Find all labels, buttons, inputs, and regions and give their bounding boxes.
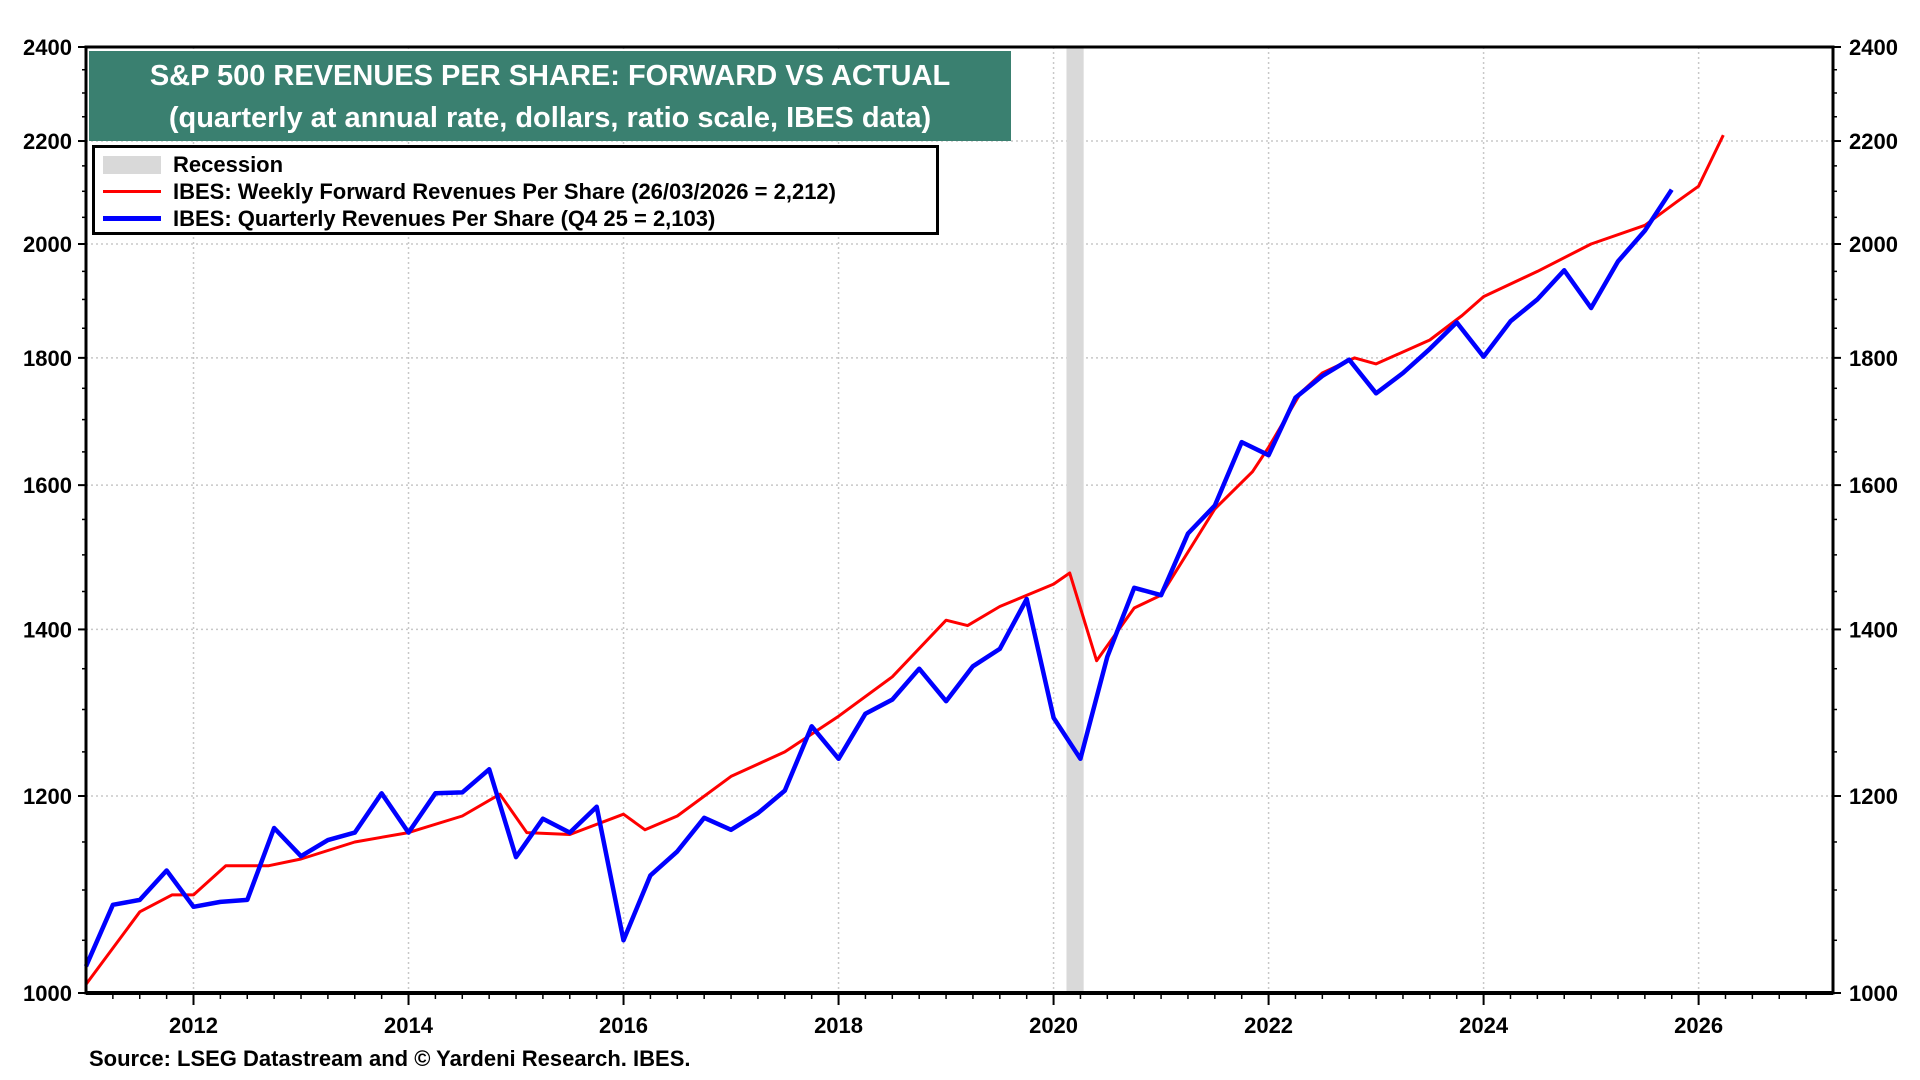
forward-revenue-line (84, 134, 1725, 986)
y-tick-label-left: 2400 (23, 35, 72, 60)
y-tick-label-right: 2000 (1849, 232, 1898, 257)
legend-label: Recession (173, 151, 284, 177)
x-tick-label: 2024 (1459, 1013, 1509, 1038)
legend-label: IBES: Quarterly Revenues Per Share (Q4 2… (173, 205, 716, 231)
x-tick-label: 2020 (1029, 1013, 1078, 1038)
chart-title-box: S&P 500 REVENUES PER SHARE: FORWARD VS A… (89, 51, 1011, 141)
y-tick-label-left: 2000 (23, 232, 72, 257)
legend-swatch-forward (103, 190, 161, 193)
x-tick-label: 2022 (1244, 1013, 1293, 1038)
y-tick-label-right: 1800 (1849, 346, 1898, 371)
source-note: Source: LSEG Datastream and © Yardeni Re… (89, 1046, 691, 1071)
y-tick-label-left: 1000 (23, 981, 72, 1006)
x-tick-label: 2014 (384, 1013, 434, 1038)
grid (86, 47, 1833, 993)
legend-swatch-recession (103, 155, 161, 174)
y-tick-label-right: 2200 (1849, 129, 1898, 154)
series-lines (83, 134, 1725, 986)
recession-band (1066, 47, 1084, 993)
y-tick-label-left: 1400 (23, 617, 72, 642)
legend-item-forward: IBES: Weekly Forward Revenues Per Share … (103, 178, 928, 205)
chart-title: S&P 500 REVENUES PER SHARE: FORWARD VS A… (149, 60, 951, 92)
y-tick-label-left: 1800 (23, 346, 72, 371)
y-tick-label-left: 2200 (23, 129, 72, 154)
legend-item-quarterly: IBES: Quarterly Revenues Per Share (Q4 2… (103, 205, 928, 232)
y-tick-label-right: 1400 (1849, 617, 1898, 642)
axes: 1000 1000 1200 1200 1400 1400 1600 1600 1800 1800… (23, 35, 1898, 1038)
y-tick-label-right: 1000 (1849, 981, 1898, 1006)
legend-swatch-quarterly (103, 216, 161, 221)
y-tick-label-right: 2400 (1849, 35, 1898, 60)
x-tick-label: 2016 (599, 1013, 648, 1038)
y-tick-label-left: 1600 (23, 473, 72, 498)
recession-bar (1066, 47, 1084, 993)
chart-subtitle: (quarterly at annual rate, dollars, rati… (168, 102, 932, 134)
legend-item-recession: Recession (103, 151, 928, 178)
y-tick-label-right: 1200 (1849, 784, 1898, 809)
y-tick-label-right: 1600 (1849, 473, 1898, 498)
legend: Recession IBES: Weekly Forward Revenues … (92, 145, 939, 235)
quarterly-revenue-line (83, 188, 1674, 968)
legend-label: IBES: Weekly Forward Revenues Per Share … (173, 178, 836, 204)
x-tick-label: 2018 (814, 1013, 863, 1038)
x-tick-label: 2026 (1674, 1013, 1723, 1038)
x-tick-label: 2012 (169, 1013, 218, 1038)
y-tick-label-left: 1200 (23, 784, 72, 809)
